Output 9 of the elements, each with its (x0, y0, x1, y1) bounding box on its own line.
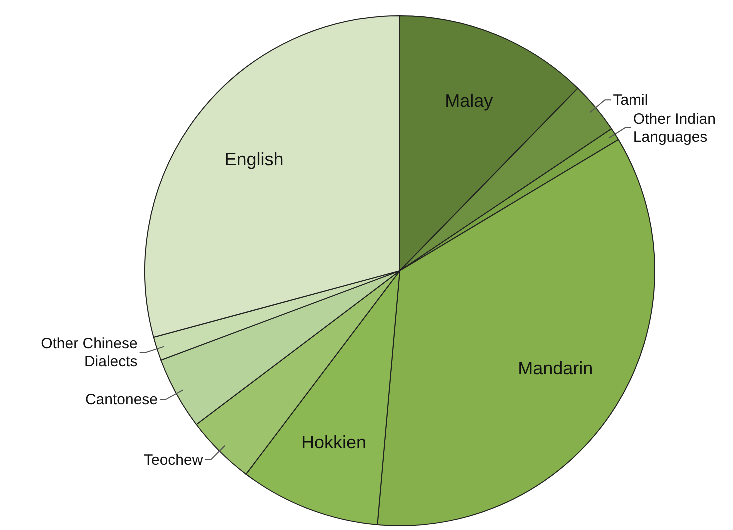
slice-label: English (224, 149, 284, 170)
slice-label: Cantonese (85, 391, 158, 408)
slice-label: Mandarin (518, 358, 594, 378)
slice-label: Hokkien (302, 432, 367, 452)
slice-label: Other Indian Languages (633, 110, 716, 146)
slice-label: Teochew (144, 451, 204, 468)
slice-label: Other Chinese Dialects (41, 335, 138, 370)
slice-label: Malay (445, 90, 494, 111)
slice-label: Tamil (613, 92, 648, 109)
